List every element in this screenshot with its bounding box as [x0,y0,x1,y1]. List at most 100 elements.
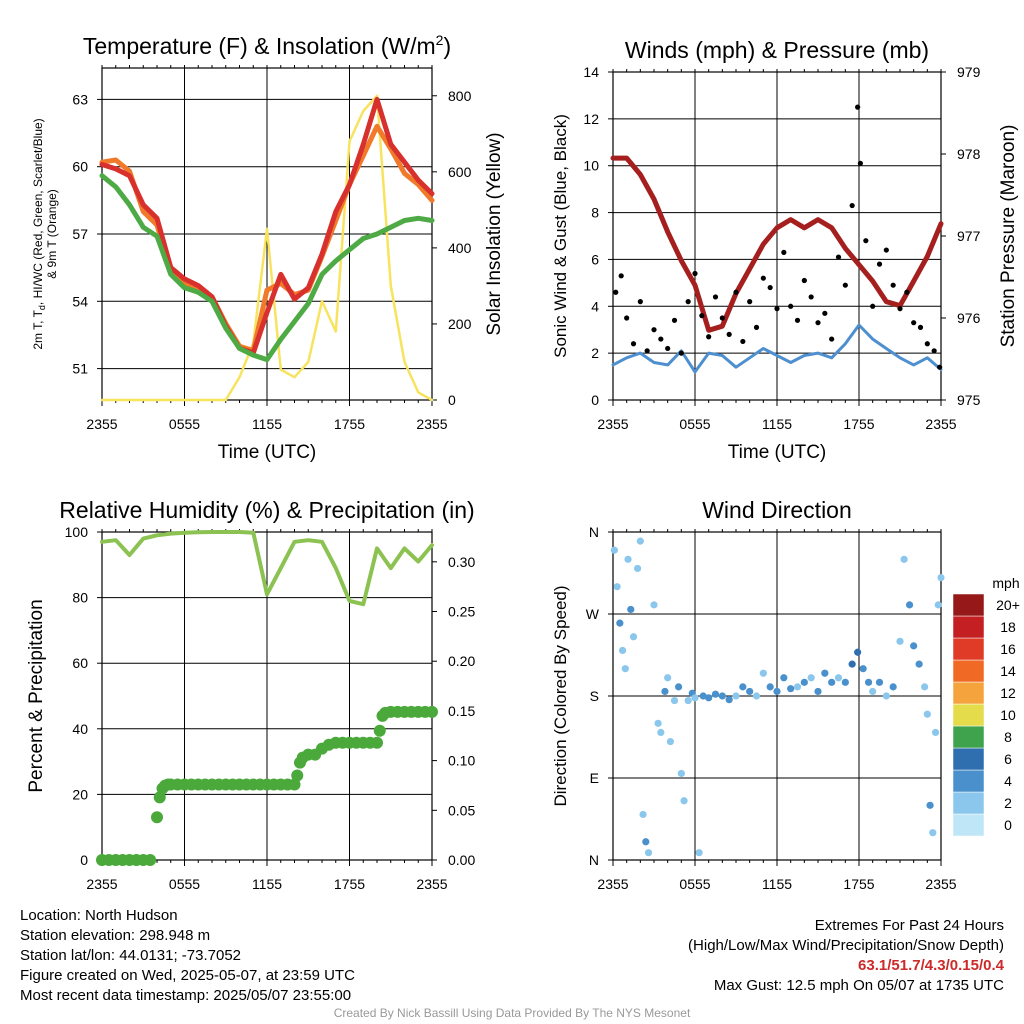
gust-point [613,289,619,295]
wdir-x-tick-label: 2355 [597,876,628,892]
gust-point [822,310,828,316]
wind-direction-point [624,555,632,563]
temp-y2-tick-label: 800 [448,88,472,104]
wind-direction-point [661,687,669,696]
station-info: Location: North Hudson Station elevation… [20,906,355,1006]
temp-series-line [99,96,435,356]
legend-label: 8 [1004,729,1012,745]
temp-title-tail: ) [443,33,451,59]
wind-direction-point [670,696,679,705]
legend-swatch [952,725,985,749]
wind-direction-point [732,692,740,700]
gust-point [835,254,842,260]
wind-direction-point [650,601,658,609]
rh-x-tick-label: 1755 [334,876,365,892]
wind-direction-point [923,710,931,718]
wind-x-tick-label: 0555 [679,416,710,432]
gust-point [658,336,664,342]
wdir-x-tick-label: 2355 [925,876,956,892]
temp-y2-tick-label: 0 [448,392,456,408]
rh-y2-tick-label: 0.25 [448,604,475,620]
gust-point [760,275,766,281]
gust-point [726,331,732,337]
wdir-y-tick-label: E [590,770,599,786]
wind-direction-point [752,692,761,700]
gust-point [849,202,855,209]
latest-data-timestamp: Most recent data timestamp: 2025/05/07 2… [20,987,352,1004]
gust-point [857,160,863,166]
rh-y-tick-label: 0 [80,852,88,868]
wind-direction-point [807,674,815,682]
precip-point [373,724,386,737]
temp-y-tick-label: 60 [72,159,88,175]
legend-swatch [952,659,985,683]
gust-point [685,299,691,305]
legend-label: 0 [1004,817,1012,833]
legend-swatch [952,769,985,793]
gust-point [855,104,861,110]
temp-ylabel-part: 2m T, T [31,309,45,349]
gust-point [924,341,930,347]
wind-direction-point [613,583,621,591]
legend-label: 14 [1000,663,1016,679]
wind-series-line [610,155,944,333]
wind-x-tick-label: 2355 [597,416,628,432]
gust-point [842,282,848,288]
wind-direction-point [677,769,685,778]
wind-direction-point [828,678,836,686]
extremes-panel: Extremes For Past 24 Hours (High/Low/Max… [688,916,1004,996]
wind-direction-point [739,683,747,691]
legend-label: 16 [1000,641,1016,657]
wind-direction-point [915,660,923,668]
gust-point [876,261,883,267]
gust-point [829,336,835,342]
wind-direction-point [896,637,904,645]
temp-ylabel-subscript: d [37,305,47,310]
gust-point [937,364,943,370]
wind-direction-point [691,694,699,702]
wind-y-tick-label: 12 [583,111,599,127]
wind-y-tick-label: 4 [591,298,599,314]
wind-direction-point [680,797,688,805]
rh-y-tick-label: 80 [72,590,88,606]
wind-direction-point [644,849,653,857]
wind-direction-point [766,683,774,691]
wdir-y-tick-label: N [589,852,599,868]
legend-swatch [952,703,985,727]
wdir-y-tick-label: S [590,688,599,704]
wind-direction-point [759,669,767,677]
gust-point [692,270,698,277]
speed-legend: mph 0 2 4 6 8 10 12 14 16 18 20+ [952,575,1020,837]
wind-direction-point [664,674,672,682]
wind-direction-point [834,674,843,682]
wind-y-tick-label: 14 [583,64,599,80]
wind-direction-point [684,696,692,705]
temp-ylabel-part: , HI/WC (Red, Green, Scarlet/Blue) [31,118,45,305]
wind-y2-tick-label: 978 [957,146,981,162]
gust-point [699,313,705,319]
gust-point [624,315,630,321]
wind-direction-point [905,601,914,609]
precip-point [371,736,383,749]
temp-series-line [99,173,435,363]
temp-x-tick-label: 2355 [86,416,117,432]
gust-point [917,324,924,330]
wind-y-tick-label: 10 [583,158,599,174]
temp-ylabel-line2: & 9m T (Orange) [45,189,59,279]
gust-point [618,273,624,279]
rh-series-line [100,530,434,607]
rh-y2-tick-label: 0.05 [448,802,475,818]
gust-point [719,315,725,321]
wind-title: Winds (mph) & Pressure (mb) [625,37,929,63]
temp-y2-tick-label: 600 [448,164,472,180]
wind-direction-point [699,692,707,700]
wind-direction-point [821,669,829,677]
legend-swatch [952,747,985,771]
rh-y-tick-label: 20 [72,786,88,802]
gust-point [788,303,794,309]
wdir-ylabel: Direction (Colored By Speed) [551,585,570,806]
legend-label: 20+ [996,597,1020,613]
figure-created: Figure created on Wed, 2025-05-07, at 23… [20,967,355,984]
gust-point [671,317,678,323]
wind-direction-point [787,685,795,693]
